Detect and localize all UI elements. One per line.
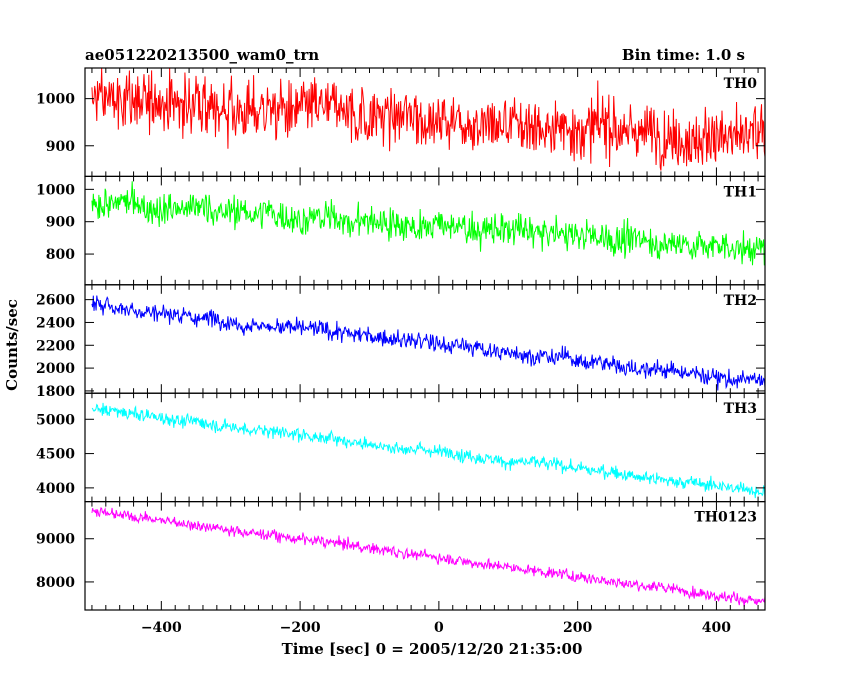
y-tick-label: 800 (46, 247, 75, 263)
series-line-th1 (91, 181, 766, 266)
panels-group: TH09001000TH18009001000TH218002000220024… (36, 67, 766, 636)
y-tick-label: 2400 (36, 315, 75, 331)
panel-label-th3: TH3 (724, 401, 757, 417)
y-tick-label: 4000 (36, 481, 75, 497)
panel-frame-th3 (84, 392, 766, 503)
series-line-th3 (91, 402, 766, 499)
panel-frame-th0123 (84, 501, 766, 611)
panel-label-th0123: TH0123 (694, 510, 757, 526)
y-tick-label: 5000 (36, 412, 75, 428)
x-tick-label: −400 (141, 620, 182, 636)
x-tick-label: 400 (702, 620, 731, 636)
chart-title: ae051220213500_wam0_trn (85, 46, 319, 64)
y-tick-label: 1000 (36, 182, 75, 198)
y-tick-label: 1000 (36, 92, 75, 108)
y-tick-label: 9000 (36, 532, 75, 548)
y-tick-label: 900 (46, 139, 75, 155)
panel-label-th1: TH1 (724, 184, 757, 200)
y-tick-label: 2200 (36, 338, 75, 354)
panel-label-th0: TH0 (724, 76, 758, 92)
x-axis-label: Time [sec] 0 = 2005/12/20 21:35:00 (282, 640, 583, 658)
x-tick-label: 200 (563, 620, 592, 636)
y-tick-label: 2000 (36, 361, 75, 377)
panel-frame-th1 (84, 175, 766, 286)
y-tick-label: 1800 (36, 384, 75, 400)
panel-label-th2: TH2 (724, 293, 757, 309)
bin-time-label: Bin time: 1.0 s (622, 46, 745, 64)
y-tick-label: 8000 (36, 575, 75, 591)
y-tick-label: 2600 (36, 293, 75, 309)
y-tick-label: 4500 (36, 447, 75, 463)
x-tick-label: −200 (280, 620, 321, 636)
x-tick-label: 0 (434, 620, 444, 636)
y-axis-label: Counts/sec (3, 299, 21, 391)
series-line-th0 (91, 67, 766, 171)
y-tick-label: 900 (46, 215, 75, 231)
series-line-th0123 (91, 507, 766, 607)
series-line-th2 (91, 295, 766, 391)
